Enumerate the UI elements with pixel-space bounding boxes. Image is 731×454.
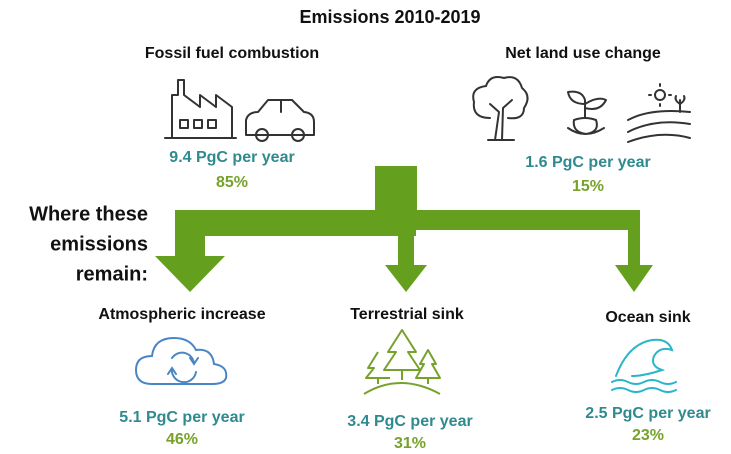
forest-icon bbox=[363, 329, 441, 395]
source-amount: 9.4 PgC per year bbox=[169, 149, 294, 166]
wave-icon bbox=[611, 338, 677, 393]
cloud-icon bbox=[134, 336, 228, 385]
sink-share: 31% bbox=[394, 435, 426, 452]
source-share: 15% bbox=[572, 178, 604, 195]
source-share: 85% bbox=[216, 174, 248, 191]
remain-label: Where these emissions remain: bbox=[29, 203, 148, 285]
car-icon bbox=[245, 99, 315, 142]
sink-amount: 3.4 PgC per year bbox=[347, 413, 472, 430]
sink-amount: 5.1 PgC per year bbox=[119, 409, 244, 426]
field-icon bbox=[627, 83, 691, 143]
factory-icon bbox=[164, 79, 237, 139]
sink-label: Atmospheric increase bbox=[98, 306, 265, 323]
remain-line: remain: bbox=[76, 263, 148, 285]
remain-line: emissions bbox=[50, 233, 148, 255]
tree-icon bbox=[472, 76, 529, 141]
sink-label: Ocean sink bbox=[605, 309, 690, 326]
sprout-icon bbox=[567, 90, 607, 135]
source-label: Net land use change bbox=[505, 45, 661, 62]
source-amount: 1.6 PgC per year bbox=[525, 154, 650, 171]
source-label: Fossil fuel combustion bbox=[145, 45, 319, 62]
sink-share: 23% bbox=[632, 427, 664, 444]
sink-amount: 2.5 PgC per year bbox=[585, 405, 710, 422]
sink-label: Terrestrial sink bbox=[350, 306, 464, 323]
sink-share: 46% bbox=[166, 431, 198, 448]
remain-line: Where these bbox=[29, 203, 148, 225]
title: Emissions 2010-2019 bbox=[299, 7, 480, 27]
flow-arrows bbox=[155, 166, 653, 292]
